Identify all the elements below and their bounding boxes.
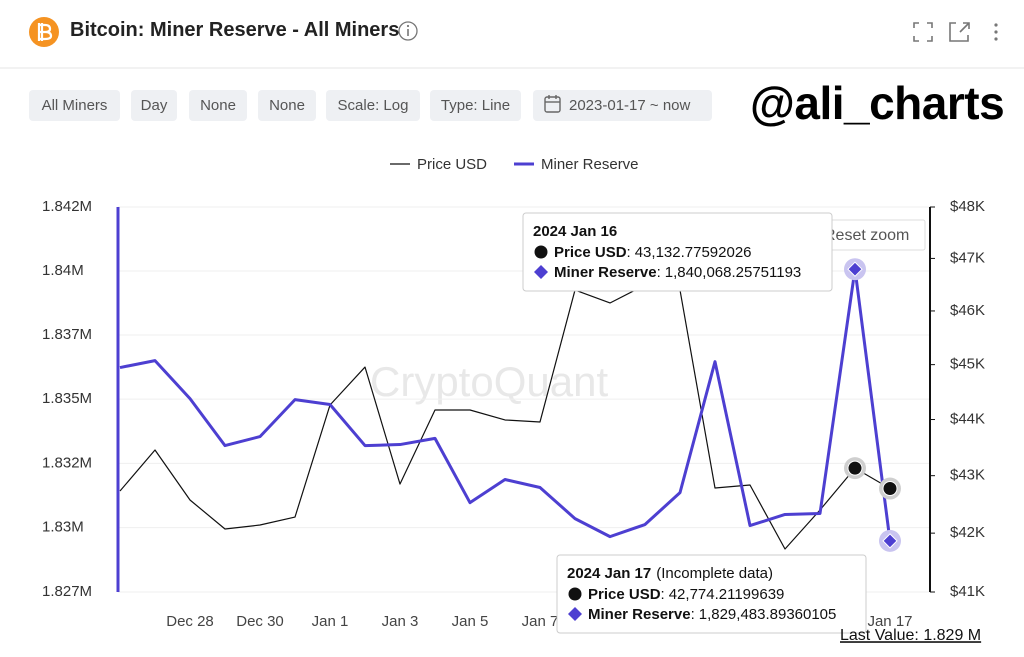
tooltip-sep: : [657,264,661,281]
tooltip-icon [568,607,582,621]
last-value: Last Value: 1.829 M [840,627,981,644]
tooltip-row: Miner Reserve: 1,829,483.89360105 [588,606,836,623]
y-tick-label: 1.83M [42,519,84,536]
calendar-icon [544,95,561,113]
open-icon[interactable] [949,22,970,42]
tooltip-sep: : [661,586,665,603]
y2-tick-label: $48K [950,198,985,215]
tooltip-date: 2024 Jan 16 [533,223,617,240]
y2-tick-label: $46K [950,302,985,319]
point-marker [882,533,898,549]
y2-tick-label: $44K [950,410,985,427]
y-tick-label: 1.832M [42,454,92,471]
tooltip-name: Miner Reserve [588,606,691,623]
button[interactable]: Scale: Log [326,90,420,121]
legend-label: Price USD [417,156,487,173]
info-icon[interactable] [398,21,418,41]
y-tick-label: 1.835M [42,390,92,407]
tooltip-title: 2024 Jan 16 [533,223,617,240]
legend-label: Miner Reserve [541,156,639,173]
y-tick-label: 1.827M [42,583,92,600]
button[interactable]: None [258,90,316,121]
y2-tick-label: $43K [950,467,985,484]
tooltip-box [556,554,867,634]
x-tick-label: Jan 1 [312,613,349,630]
button[interactable]: All Miners [29,90,120,121]
button[interactable]: None [189,90,247,121]
x-tick-label: Jan 3 [382,613,419,630]
tooltip-icon [568,587,582,601]
y2-tick-label: $47K [950,249,985,266]
tooltip-value: 1,829,483.89360105 [699,606,837,623]
info-dot [406,24,410,28]
y-tick-label: 1.84M [42,262,84,279]
series-line [119,267,892,542]
fullscreen-icon[interactable] [913,22,933,42]
tooltip-note: (Incomplete data) [656,565,773,582]
tooltip-date: 2024 Jan 17 [567,565,651,582]
watermark: @ali_charts [750,77,1005,129]
tooltip-box [522,212,833,292]
tooltip-sep: : [627,244,631,261]
x-tick-label: Dec 30 [236,613,284,630]
point-marker [882,481,898,497]
tooltip-value: 1,840,068.25751193 [665,264,802,281]
tooltip-row: Price USD: 43,132.77592026 [554,244,752,261]
tooltip-name: Miner Reserve [554,264,657,281]
y-tick-label: 1.842M [42,198,92,215]
point-marker [847,261,863,277]
chart-title: Bitcoin: Miner Reserve - All Miners [70,19,400,41]
tooltip-value: 42,774.21199639 [669,586,785,603]
y2-tick-label: $42K [950,524,985,541]
y2-tick-label: $41K [950,583,985,600]
tooltip-sep: : [691,606,695,623]
x-tick-label: Jan 7 [522,613,559,630]
menu-icon[interactable] [994,23,998,41]
tooltip-title: 2024 Jan 17 (Incomplete data) [567,565,773,582]
tooltip-row: Price USD: 42,774.21199639 [588,586,784,603]
x-tick-label: Jan 5 [452,613,489,630]
x-tick-label: Jan 17 [867,613,912,630]
tooltip: 2024 Jan 17 (Incomplete data)Price USD: 42… [556,554,867,634]
tooltip-row: Miner Reserve: 1,840,068.25751193 [554,264,801,281]
tooltip-icon [534,245,548,259]
chart-watermark: CryptoQuant [370,358,608,405]
tooltip-value: 43,132.77592026 [635,244,752,261]
point-marker [847,460,863,476]
tooltip-icon [534,265,548,279]
bitcoin-glyph [37,23,53,41]
y2-tick-label: $45K [950,356,985,373]
reset-zoom-label: Reset zoom [824,227,909,244]
button[interactable]: Type: Line [430,90,521,121]
tooltip-name: Price USD [588,586,661,603]
series-line [119,284,891,550]
button[interactable]: Day [131,90,177,121]
x-tick-label: Dec 28 [166,613,214,630]
y-tick-label: 1.837M [42,326,92,343]
tooltip-name: Price USD [554,244,627,261]
